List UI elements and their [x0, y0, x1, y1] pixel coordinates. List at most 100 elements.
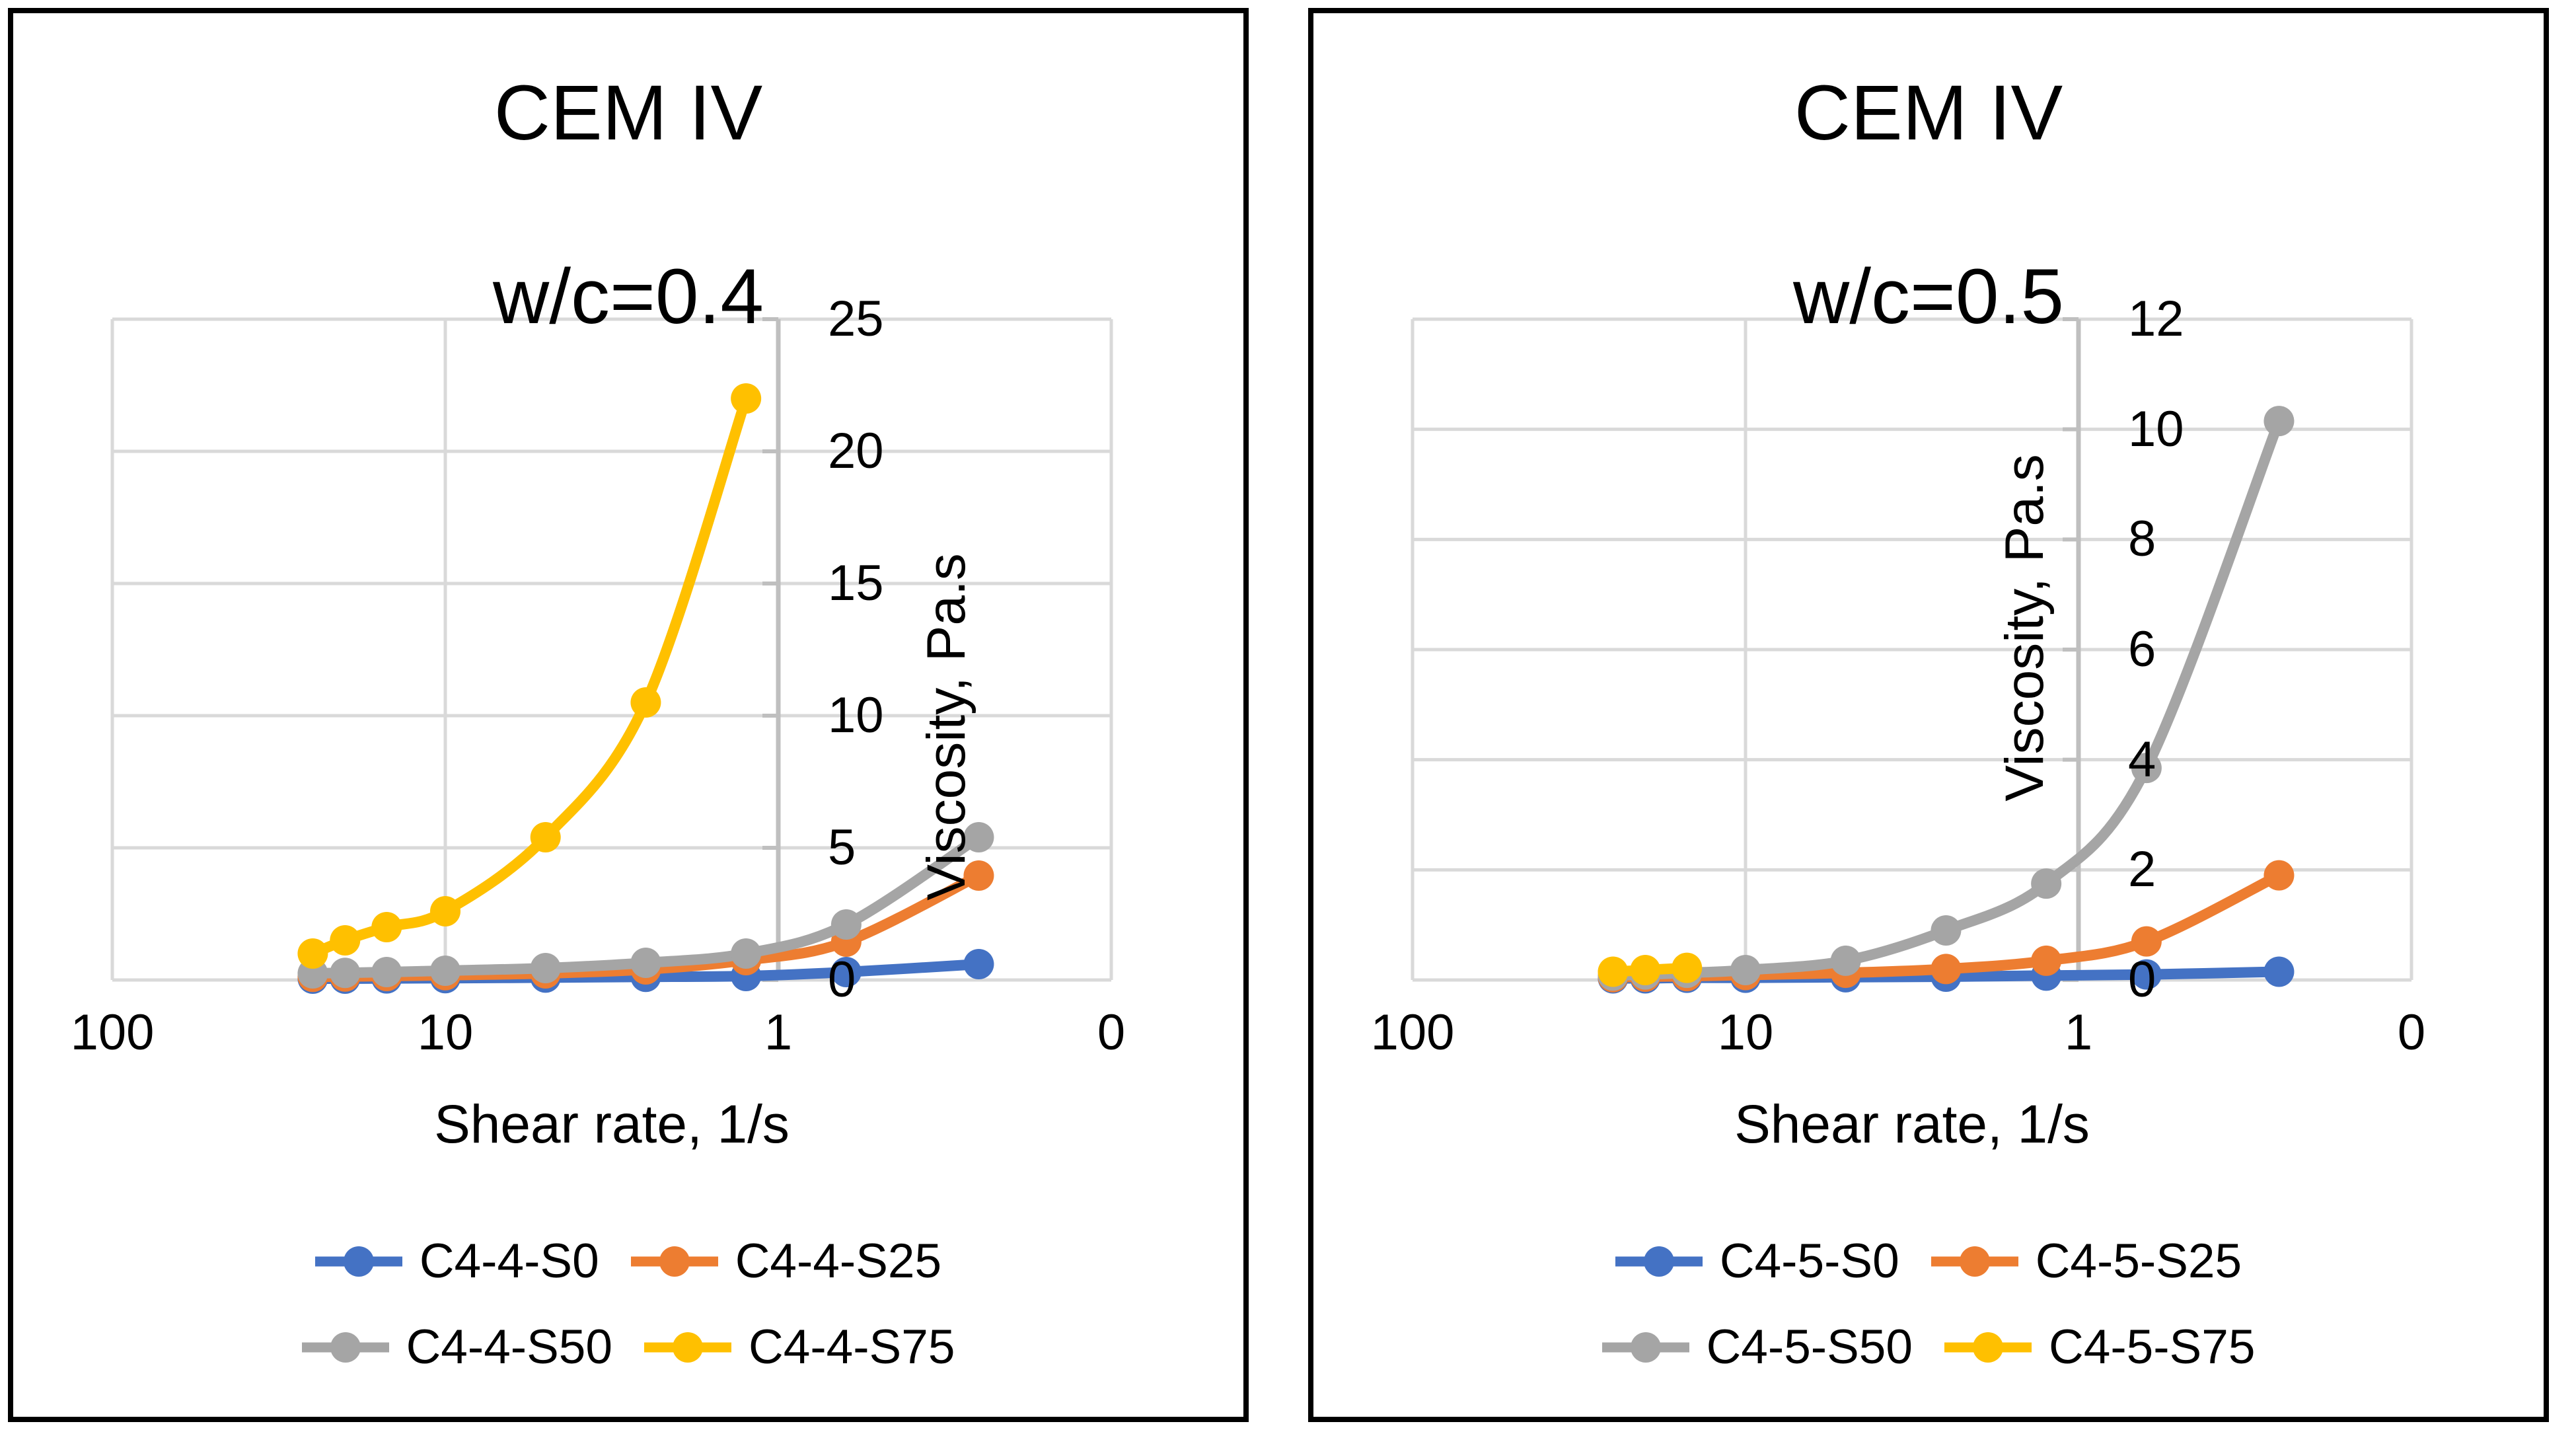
legend-dot: [1973, 1332, 2003, 1363]
plot-area-wc04: [110, 317, 1113, 994]
legend-item-C4-5-S50: C4-5-S50: [1601, 1320, 1913, 1374]
legend-item-C4-4-S25: C4-4-S25: [630, 1234, 942, 1288]
data-point-C4-5-S0: [2263, 956, 2295, 987]
x-tick-label: 100: [70, 1004, 155, 1061]
chart-title-wc04: CEM IV w/c=0.4: [13, 67, 1243, 344]
x-axis-title: Shear rate, 1/s: [434, 1094, 790, 1154]
y-tick-label: 0: [828, 952, 856, 1008]
data-point-C4-5-S75: [1672, 952, 1703, 983]
chart-title-wc05: CEM IV w/c=0.5: [1313, 67, 2544, 344]
y-tick-label: 20: [828, 423, 884, 479]
legend-dot: [673, 1332, 703, 1363]
series-line-C4-4-S75: [307, 393, 752, 959]
data-point-C4-5-S0: [2131, 959, 2162, 990]
data-point-C4-5-S50: [2031, 868, 2062, 899]
data-point-C4-5-S50: [1830, 945, 1861, 976]
data-point-C4-4-S75: [297, 938, 328, 969]
legend-dot: [1643, 1246, 1674, 1277]
data-point-C4-5-S75: [1598, 956, 1629, 987]
plot-area-wc05: [1411, 317, 2413, 994]
y-axis-title: Viscosity, Pa.s: [1995, 454, 2055, 802]
x-tick-label: 1: [764, 1004, 793, 1061]
y-tick-label: 0: [2128, 952, 2156, 1008]
data-point-C4-4-S75: [530, 822, 561, 852]
legend-label: C4-4-S75: [749, 1320, 955, 1374]
legend-label: C4-5-S25: [2035, 1234, 2242, 1288]
y-tick-label: 6: [2128, 621, 2156, 677]
legend-dot: [330, 1332, 361, 1363]
data-point-C4-4-S50: [830, 909, 862, 940]
legend-marker-icon: [1944, 1332, 2032, 1363]
chart-title-line1: CEM IV: [1794, 69, 2063, 157]
data-point-C4-4-S75: [731, 383, 762, 414]
legend-item-C4-5-S25: C4-5-S25: [1931, 1237, 2242, 1285]
data-point-C4-4-S50: [630, 948, 661, 978]
data-point-C4-4-S50: [530, 953, 561, 983]
chart-title-line2: w/c=0.4: [493, 253, 764, 341]
data-point-C4-5-S25: [1931, 954, 1962, 985]
legend-marker-icon: [314, 1246, 402, 1277]
legend-label: C4-5-S75: [2049, 1320, 2256, 1374]
y-tick-label: 10: [828, 687, 884, 743]
legend-row-1: C4-4-S0 C4-4-S25: [13, 1237, 1243, 1285]
legend-row-2: C4-4-S50 C4-4-S75: [13, 1323, 1243, 1371]
series-line-C4-5-S50: [1607, 416, 2285, 981]
legend-label: C4-4-S50: [406, 1320, 612, 1374]
legend-label: C4-4-S25: [735, 1234, 942, 1288]
legend-marker-icon: [1615, 1246, 1703, 1277]
y-tick-label: 25: [828, 291, 884, 347]
data-point-C4-4-S75: [630, 687, 661, 718]
data-point-C4-5-S50: [2263, 406, 2295, 437]
chart-title-line1: CEM IV: [494, 69, 763, 157]
data-point-C4-4-S50: [330, 958, 361, 989]
chart-panel-wc04: CEM IV w/c=0.4 Viscosity, Pa.s Shear rat…: [8, 8, 1249, 1422]
y-tick-label: 4: [2128, 731, 2156, 788]
x-tick-label: 100: [1370, 1004, 1455, 1061]
legend-dot: [343, 1246, 374, 1277]
x-tick-label: 1: [2064, 1004, 2093, 1061]
x-tick-label: 0: [2397, 1004, 2426, 1061]
legend-label: C4-4-S0: [419, 1234, 599, 1288]
y-tick-label: 2: [2128, 841, 2156, 898]
data-point-C4-5-S50: [1931, 915, 1962, 946]
legend-label: C4-5-S50: [1706, 1320, 1913, 1374]
legend-item-C4-5-S75: C4-5-S75: [1944, 1323, 2255, 1371]
data-point-C4-4-S75: [430, 896, 460, 926]
y-tick-label: 5: [828, 819, 856, 876]
x-tick-label: 10: [417, 1004, 474, 1061]
data-point-C4-4-S0: [963, 949, 994, 979]
data-point-C4-4-S75: [371, 912, 402, 942]
legend-dot: [1630, 1332, 1661, 1363]
legend-row-2: C4-5-S50 C4-5-S75: [1313, 1323, 2544, 1371]
data-point-C4-5-S25: [2263, 860, 2295, 891]
data-point-C4-4-S75: [330, 925, 361, 956]
data-point-C4-5-S75: [1630, 955, 1661, 985]
data-point-C4-4-S50: [371, 957, 402, 987]
data-point-C4-4-S50: [963, 822, 994, 852]
x-tick-label: 10: [1717, 1004, 1774, 1061]
x-axis-title: Shear rate, 1/s: [1734, 1094, 2090, 1154]
legend-item-C4-4-S75: C4-4-S75: [644, 1323, 955, 1371]
data-point-C4-5-S50: [1730, 955, 1761, 985]
data-point-C4-5-S50: [2131, 753, 2162, 784]
legend-marker-icon: [1601, 1332, 1689, 1363]
y-tick-label: 15: [828, 555, 884, 611]
legend-dot: [1959, 1246, 1990, 1277]
legend-marker-icon: [630, 1246, 718, 1277]
chart-panel-wc05: CEM IV w/c=0.5 Viscosity, Pa.s Shear rat…: [1308, 8, 2549, 1422]
legend-label: C4-5-S0: [1719, 1234, 1899, 1288]
y-tick-label: 10: [2128, 400, 2184, 457]
legend-marker-icon: [1931, 1246, 2018, 1277]
chart-title-line2: w/c=0.5: [1793, 253, 2064, 341]
data-point-C4-5-S25: [2031, 945, 2062, 976]
data-point-C4-4-S25: [963, 860, 994, 891]
y-axis-title: Viscosity, Pa.s: [916, 553, 976, 901]
x-tick-label: 0: [1097, 1004, 1126, 1061]
data-point-C4-4-S50: [430, 956, 460, 986]
legend-marker-icon: [301, 1332, 389, 1363]
data-point-C4-4-S50: [731, 938, 762, 969]
legend-dot: [659, 1246, 690, 1277]
legend-marker-icon: [644, 1332, 731, 1363]
y-tick-label: 8: [2128, 511, 2156, 568]
